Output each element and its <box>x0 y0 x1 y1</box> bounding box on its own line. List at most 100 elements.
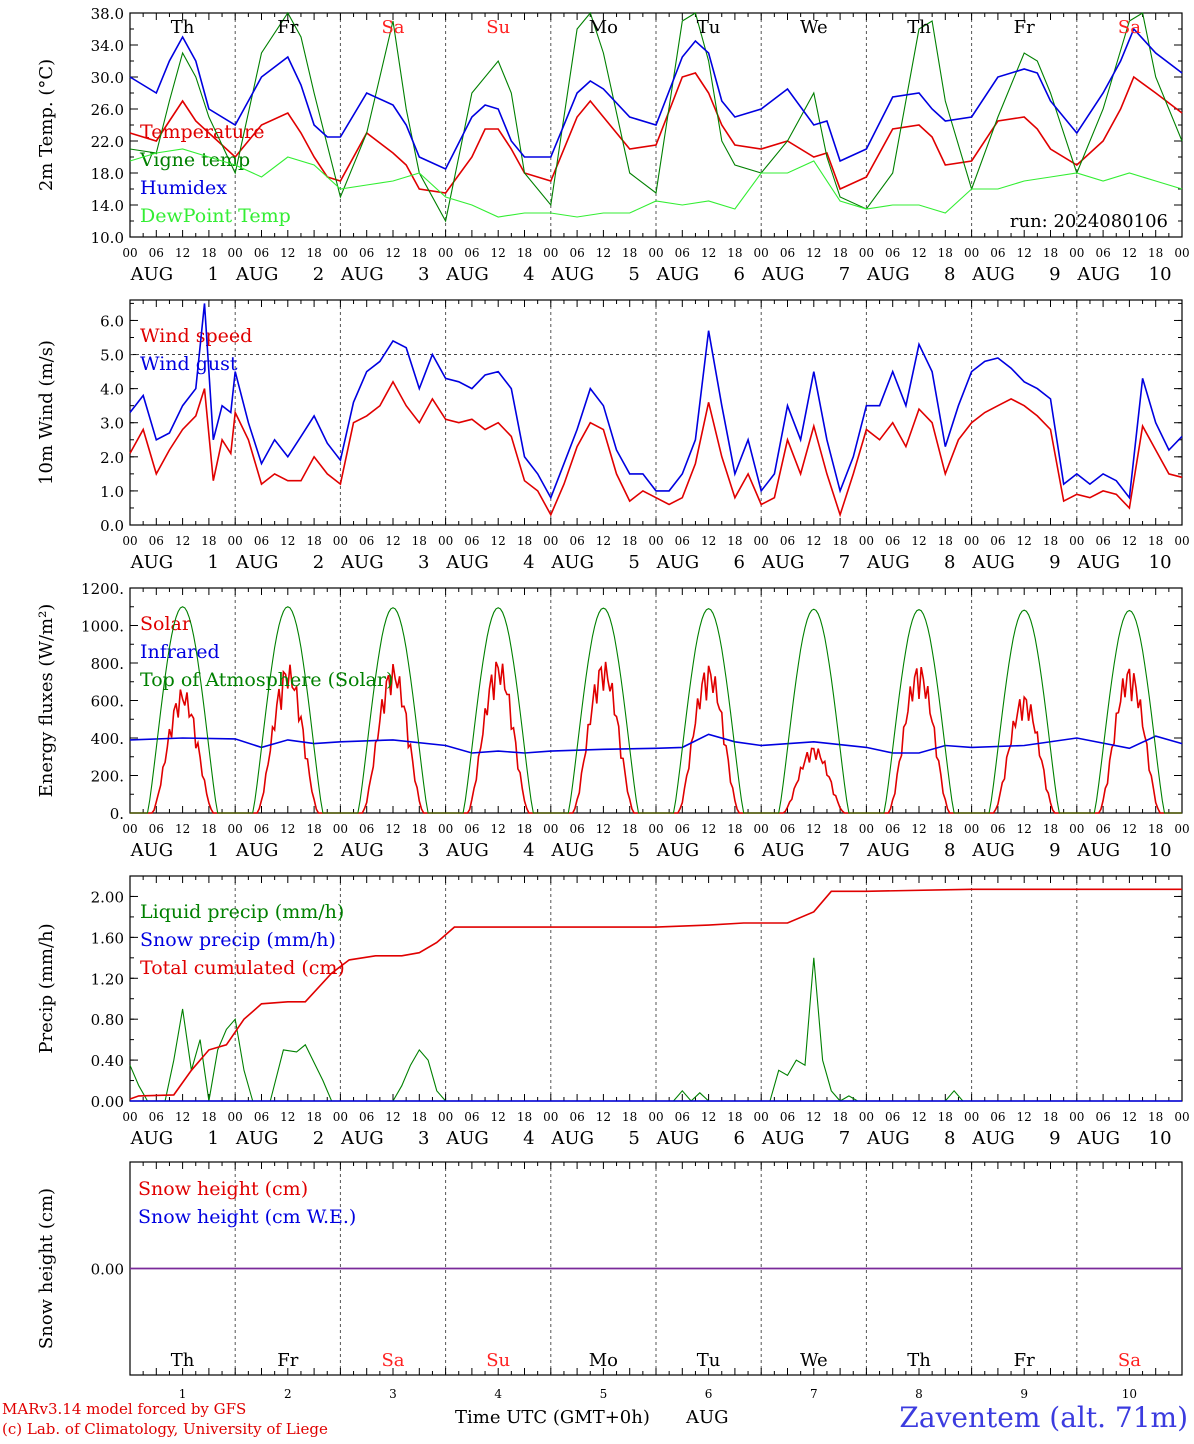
hour-tick-label: 12 <box>385 822 400 836</box>
hour-tick-label: 12 <box>911 534 926 548</box>
hour-tick-label: 12 <box>175 534 190 548</box>
date-label: 6 <box>734 840 745 861</box>
date-label: 3 <box>418 840 429 861</box>
hour-tick-label: 18 <box>1148 246 1163 260</box>
hour-tick-label: 18 <box>201 534 216 548</box>
date-bottom-label: 3 <box>389 1387 397 1401</box>
y-tick-label: 5.0 <box>100 347 124 365</box>
y-tick-label: 400. <box>91 730 124 748</box>
hour-tick-label: 00 <box>859 246 874 260</box>
hour-tick-label: 12 <box>491 534 506 548</box>
month-label: AUG <box>761 552 805 573</box>
hour-tick-label: 12 <box>491 246 506 260</box>
weekday-bottom-label: Mo <box>589 1350 618 1371</box>
panel-3: 0. 200. 400. 600. 800. 1000. 1200. Energy fluxe… <box>36 580 1190 861</box>
y-tick-label: 1000. <box>81 618 124 636</box>
hour-tick-label: 12 <box>385 246 400 260</box>
y-axis-label: 10m Wind (m/s) <box>36 340 57 485</box>
weekday-bottom-label: Sa <box>381 1350 404 1371</box>
hour-tick-label: 12 <box>1122 822 1137 836</box>
station-name: Zaventem (alt. 71m) <box>899 1401 1188 1434</box>
hour-tick-label: 12 <box>596 822 611 836</box>
hour-tick-label: 06 <box>464 822 479 836</box>
hour-tick-label: 18 <box>1043 822 1058 836</box>
y-tick-label: 26.0 <box>91 101 124 119</box>
hour-tick-label: 06 <box>675 822 690 836</box>
hour-tick-label: 00 <box>1174 534 1189 548</box>
y-tick-label: 6.0 <box>100 312 124 330</box>
date-label: 4 <box>523 552 534 573</box>
hour-tick-label: 06 <box>675 246 690 260</box>
hour-tick-label: 06 <box>569 534 584 548</box>
date-label: 1 <box>208 1128 219 1149</box>
y-tick-label: 800. <box>91 655 124 673</box>
hour-tick-label: 12 <box>1017 822 1032 836</box>
month-label: AUG <box>866 1128 910 1149</box>
x-axis-label: Time UTC (GMT+0h) <box>455 1407 650 1428</box>
hour-tick-label: 00 <box>438 246 453 260</box>
hour-tick-label: 12 <box>280 534 295 548</box>
y-tick-label: 0.00 <box>91 1261 124 1279</box>
legend-entry: Liquid precip (mm/h) <box>140 901 344 923</box>
date-label: 7 <box>839 552 850 573</box>
month-label: AUG <box>445 840 489 861</box>
credit-line-1: MARv3.14 model forced by GFS <box>2 1400 246 1418</box>
y-axis-label: Precip (mm/h) <box>36 923 57 1053</box>
hour-tick-label: 06 <box>149 534 164 548</box>
hour-tick-label: 06 <box>359 534 374 548</box>
date-bottom-label: 9 <box>1020 1387 1028 1401</box>
legend-entry: Total cumulated (cm) <box>140 957 345 979</box>
hour-tick-label: 06 <box>990 822 1005 836</box>
date-label: 9 <box>1049 840 1060 861</box>
weekday-bottom-label: We <box>800 1350 828 1371</box>
legend-entry: DewPoint Temp <box>140 205 291 227</box>
hour-tick-label: 00 <box>754 1110 769 1124</box>
month-label: AUG <box>971 264 1015 285</box>
hour-tick-label: 12 <box>596 1110 611 1124</box>
date-label: 3 <box>418 264 429 285</box>
hour-tick-label: 12 <box>280 246 295 260</box>
hour-tick-label: 00 <box>1174 822 1189 836</box>
month-label: AUG <box>761 840 805 861</box>
month-label: AUG <box>235 840 279 861</box>
month-label: AUG <box>656 264 700 285</box>
y-tick-label: 2.0 <box>100 449 124 467</box>
month-label: AUG <box>656 1128 700 1149</box>
date-bottom-label: 7 <box>810 1387 818 1401</box>
date-label: 10 <box>1149 1128 1172 1149</box>
date-label: 1 <box>208 552 219 573</box>
weekday-bottom-label: Su <box>486 1350 510 1371</box>
y-tick-label: 3.0 <box>100 415 124 433</box>
weekday-top-label: Tu <box>697 17 721 38</box>
hour-tick-label: 06 <box>1095 534 1110 548</box>
hour-tick-label: 06 <box>990 534 1005 548</box>
hour-tick-label: 06 <box>1095 822 1110 836</box>
month-label: AUG <box>971 552 1015 573</box>
month-label: AUG <box>971 840 1015 861</box>
hour-tick-label: 00 <box>122 1110 137 1124</box>
legend-entry: Snow precip (mm/h) <box>140 929 336 951</box>
hour-tick-label: 00 <box>438 1110 453 1124</box>
weekday-top-label: Th <box>907 17 931 38</box>
month-label: AUG <box>445 264 489 285</box>
series-line <box>129 733 1183 754</box>
hour-tick-label: 18 <box>201 822 216 836</box>
hour-tick-label: 00 <box>1069 822 1084 836</box>
hour-tick-label: 18 <box>1043 246 1058 260</box>
hour-tick-label: 06 <box>675 1110 690 1124</box>
hour-tick-label: 18 <box>306 822 321 836</box>
month-label: AUG <box>340 264 384 285</box>
hour-tick-label: 12 <box>280 822 295 836</box>
y-tick-label: 4.0 <box>100 381 124 399</box>
hour-tick-label: 00 <box>543 534 558 548</box>
hour-tick-label: 06 <box>254 1110 269 1124</box>
y-axis-label: Snow height (cm) <box>36 1188 57 1349</box>
hour-tick-label: 00 <box>333 822 348 836</box>
hour-tick-label: 12 <box>1017 246 1032 260</box>
hour-tick-label: 06 <box>569 822 584 836</box>
hour-tick-label: 18 <box>1148 534 1163 548</box>
hour-tick-label: 18 <box>1148 1110 1163 1124</box>
hour-tick-label: 06 <box>359 822 374 836</box>
hour-tick-label: 12 <box>806 246 821 260</box>
weekday-top-label: Mo <box>589 17 618 38</box>
